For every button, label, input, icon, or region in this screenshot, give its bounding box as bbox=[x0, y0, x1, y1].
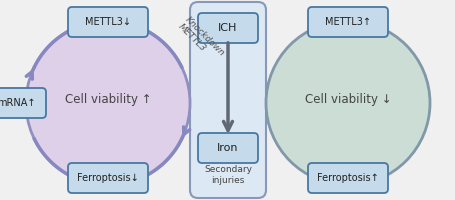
FancyBboxPatch shape bbox=[307, 7, 387, 37]
FancyBboxPatch shape bbox=[68, 163, 148, 193]
FancyBboxPatch shape bbox=[307, 163, 387, 193]
FancyBboxPatch shape bbox=[190, 2, 265, 198]
Text: ICH: ICH bbox=[218, 23, 237, 33]
Circle shape bbox=[26, 21, 190, 185]
Text: Ferroptosis↓: Ferroptosis↓ bbox=[77, 173, 139, 183]
Text: Ferroptosis↑: Ferroptosis↑ bbox=[316, 173, 378, 183]
Text: METTL3↓: METTL3↓ bbox=[85, 17, 131, 27]
Text: mRNA↑: mRNA↑ bbox=[0, 98, 35, 108]
FancyBboxPatch shape bbox=[197, 133, 258, 163]
Text: Iron: Iron bbox=[217, 143, 238, 153]
Text: Cell viability ↑: Cell viability ↑ bbox=[65, 94, 151, 106]
Text: Knockdown
METTL3: Knockdown METTL3 bbox=[176, 15, 226, 65]
Text: Secondary
injuries: Secondary injuries bbox=[203, 165, 252, 185]
FancyBboxPatch shape bbox=[197, 13, 258, 43]
Circle shape bbox=[265, 21, 429, 185]
FancyBboxPatch shape bbox=[68, 7, 148, 37]
Text: METTL3↑: METTL3↑ bbox=[324, 17, 370, 27]
FancyBboxPatch shape bbox=[0, 88, 46, 118]
Text: Cell viability ↓: Cell viability ↓ bbox=[304, 94, 390, 106]
